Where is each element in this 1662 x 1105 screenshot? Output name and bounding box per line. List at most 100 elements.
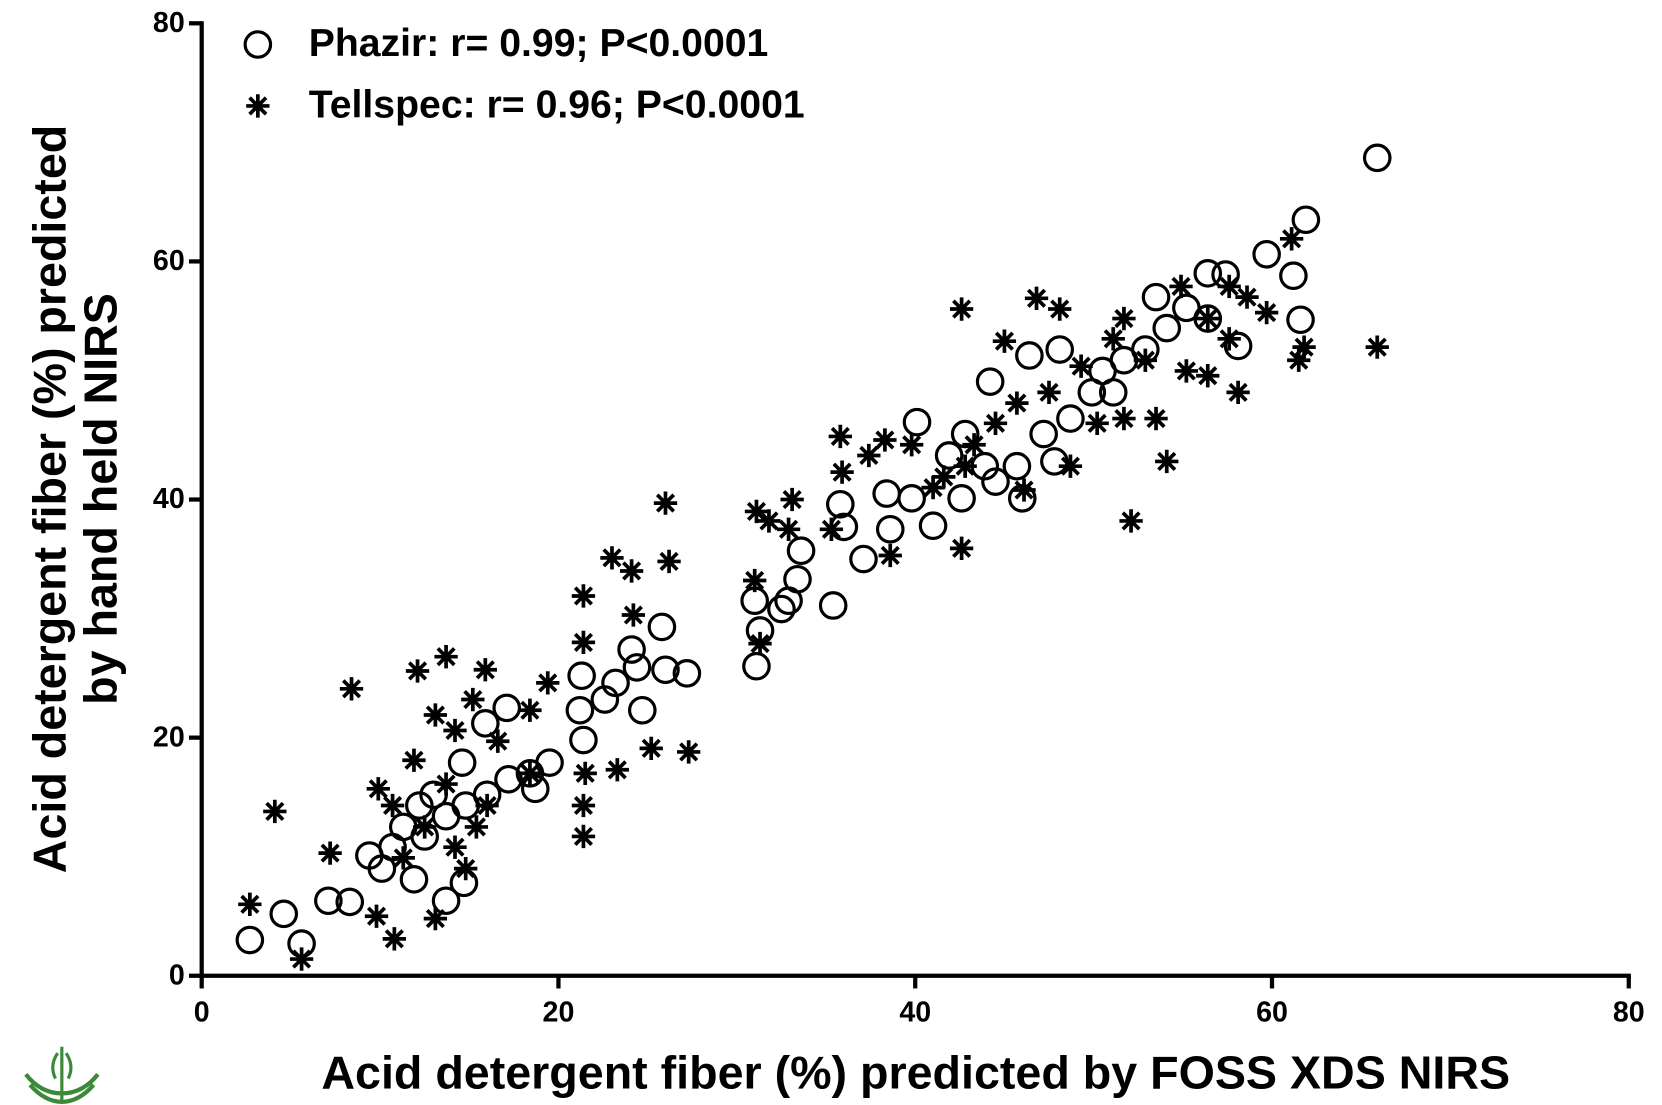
point xyxy=(947,484,976,513)
point xyxy=(536,671,560,695)
y-axis-title-line: Acid detergent fiber (%) predicted xyxy=(24,125,76,873)
legend-text: Tellspec: r= 0.96; P<0.0001 xyxy=(309,83,805,126)
point xyxy=(1291,205,1321,235)
point xyxy=(1254,300,1279,325)
y-tick-label: 80 xyxy=(153,7,185,39)
point xyxy=(269,899,299,929)
point xyxy=(1056,404,1085,433)
x-tick-label: 20 xyxy=(543,996,575,1028)
point xyxy=(461,687,485,712)
point xyxy=(875,514,905,544)
y-tick-label: 60 xyxy=(153,245,185,277)
point xyxy=(1029,419,1058,449)
point xyxy=(1287,348,1311,372)
point xyxy=(339,677,364,701)
point xyxy=(1193,304,1223,333)
point xyxy=(382,927,406,951)
point xyxy=(975,367,1005,396)
point xyxy=(434,645,458,669)
point xyxy=(391,846,415,870)
point xyxy=(934,441,964,470)
point xyxy=(431,886,461,916)
point xyxy=(475,793,499,818)
point xyxy=(1005,391,1029,415)
point xyxy=(515,759,545,788)
point xyxy=(780,487,804,512)
point xyxy=(1226,380,1250,405)
point xyxy=(949,536,974,560)
point xyxy=(314,886,343,916)
y-tick-label: 20 xyxy=(153,721,185,753)
point xyxy=(1141,282,1171,312)
point xyxy=(786,536,816,566)
point xyxy=(1024,286,1049,310)
point xyxy=(605,758,629,782)
point xyxy=(1119,509,1143,533)
point xyxy=(447,748,477,777)
y-tick-label: 40 xyxy=(153,483,185,515)
point xyxy=(878,543,902,568)
point xyxy=(1365,335,1389,359)
point xyxy=(1155,449,1179,474)
point xyxy=(819,517,844,541)
point xyxy=(1174,359,1199,383)
y-axis-title: Acid detergent fiber (%) predicted by ha… xyxy=(24,125,127,873)
y-tick-label: 0 xyxy=(169,959,185,991)
point xyxy=(235,925,265,955)
point xyxy=(443,718,467,743)
point xyxy=(1235,285,1259,309)
point xyxy=(902,407,932,437)
x-tick-label: 60 xyxy=(1256,996,1288,1028)
point xyxy=(949,297,974,321)
point xyxy=(651,655,680,685)
point xyxy=(872,479,901,508)
point xyxy=(423,703,448,727)
point xyxy=(1292,335,1316,359)
point xyxy=(950,419,980,449)
point xyxy=(571,824,596,849)
point xyxy=(818,591,848,620)
point xyxy=(431,801,461,831)
point xyxy=(767,594,796,624)
point xyxy=(1169,274,1193,299)
x-axis-title: Acid detergent fiber (%) predicted by FO… xyxy=(321,1047,1510,1099)
point xyxy=(873,428,897,452)
point xyxy=(639,736,663,761)
point xyxy=(1048,297,1072,321)
logo xyxy=(24,1046,100,1104)
point xyxy=(1085,411,1109,435)
point xyxy=(918,511,948,541)
point xyxy=(443,835,467,859)
point xyxy=(962,433,986,457)
point xyxy=(518,698,542,722)
point xyxy=(1217,327,1241,351)
point xyxy=(1133,348,1157,372)
point xyxy=(454,856,478,881)
point xyxy=(672,659,702,688)
point xyxy=(748,631,772,656)
point xyxy=(367,854,397,883)
point xyxy=(1037,380,1061,405)
point xyxy=(1058,454,1083,478)
point xyxy=(621,603,646,627)
point xyxy=(1152,313,1182,343)
point xyxy=(849,544,878,574)
point xyxy=(1196,364,1220,388)
point xyxy=(600,546,624,570)
point xyxy=(657,549,681,574)
point xyxy=(1088,356,1117,386)
point xyxy=(992,329,1017,353)
point xyxy=(318,841,342,865)
point xyxy=(953,454,977,478)
y-axis-title-line: by hand held NIRS xyxy=(75,293,127,705)
point xyxy=(571,630,596,655)
point xyxy=(405,791,434,820)
point xyxy=(380,793,405,818)
point xyxy=(981,467,1010,496)
point xyxy=(857,443,881,468)
point xyxy=(471,709,500,738)
point xyxy=(677,740,701,764)
point xyxy=(423,906,448,931)
point xyxy=(402,748,426,772)
